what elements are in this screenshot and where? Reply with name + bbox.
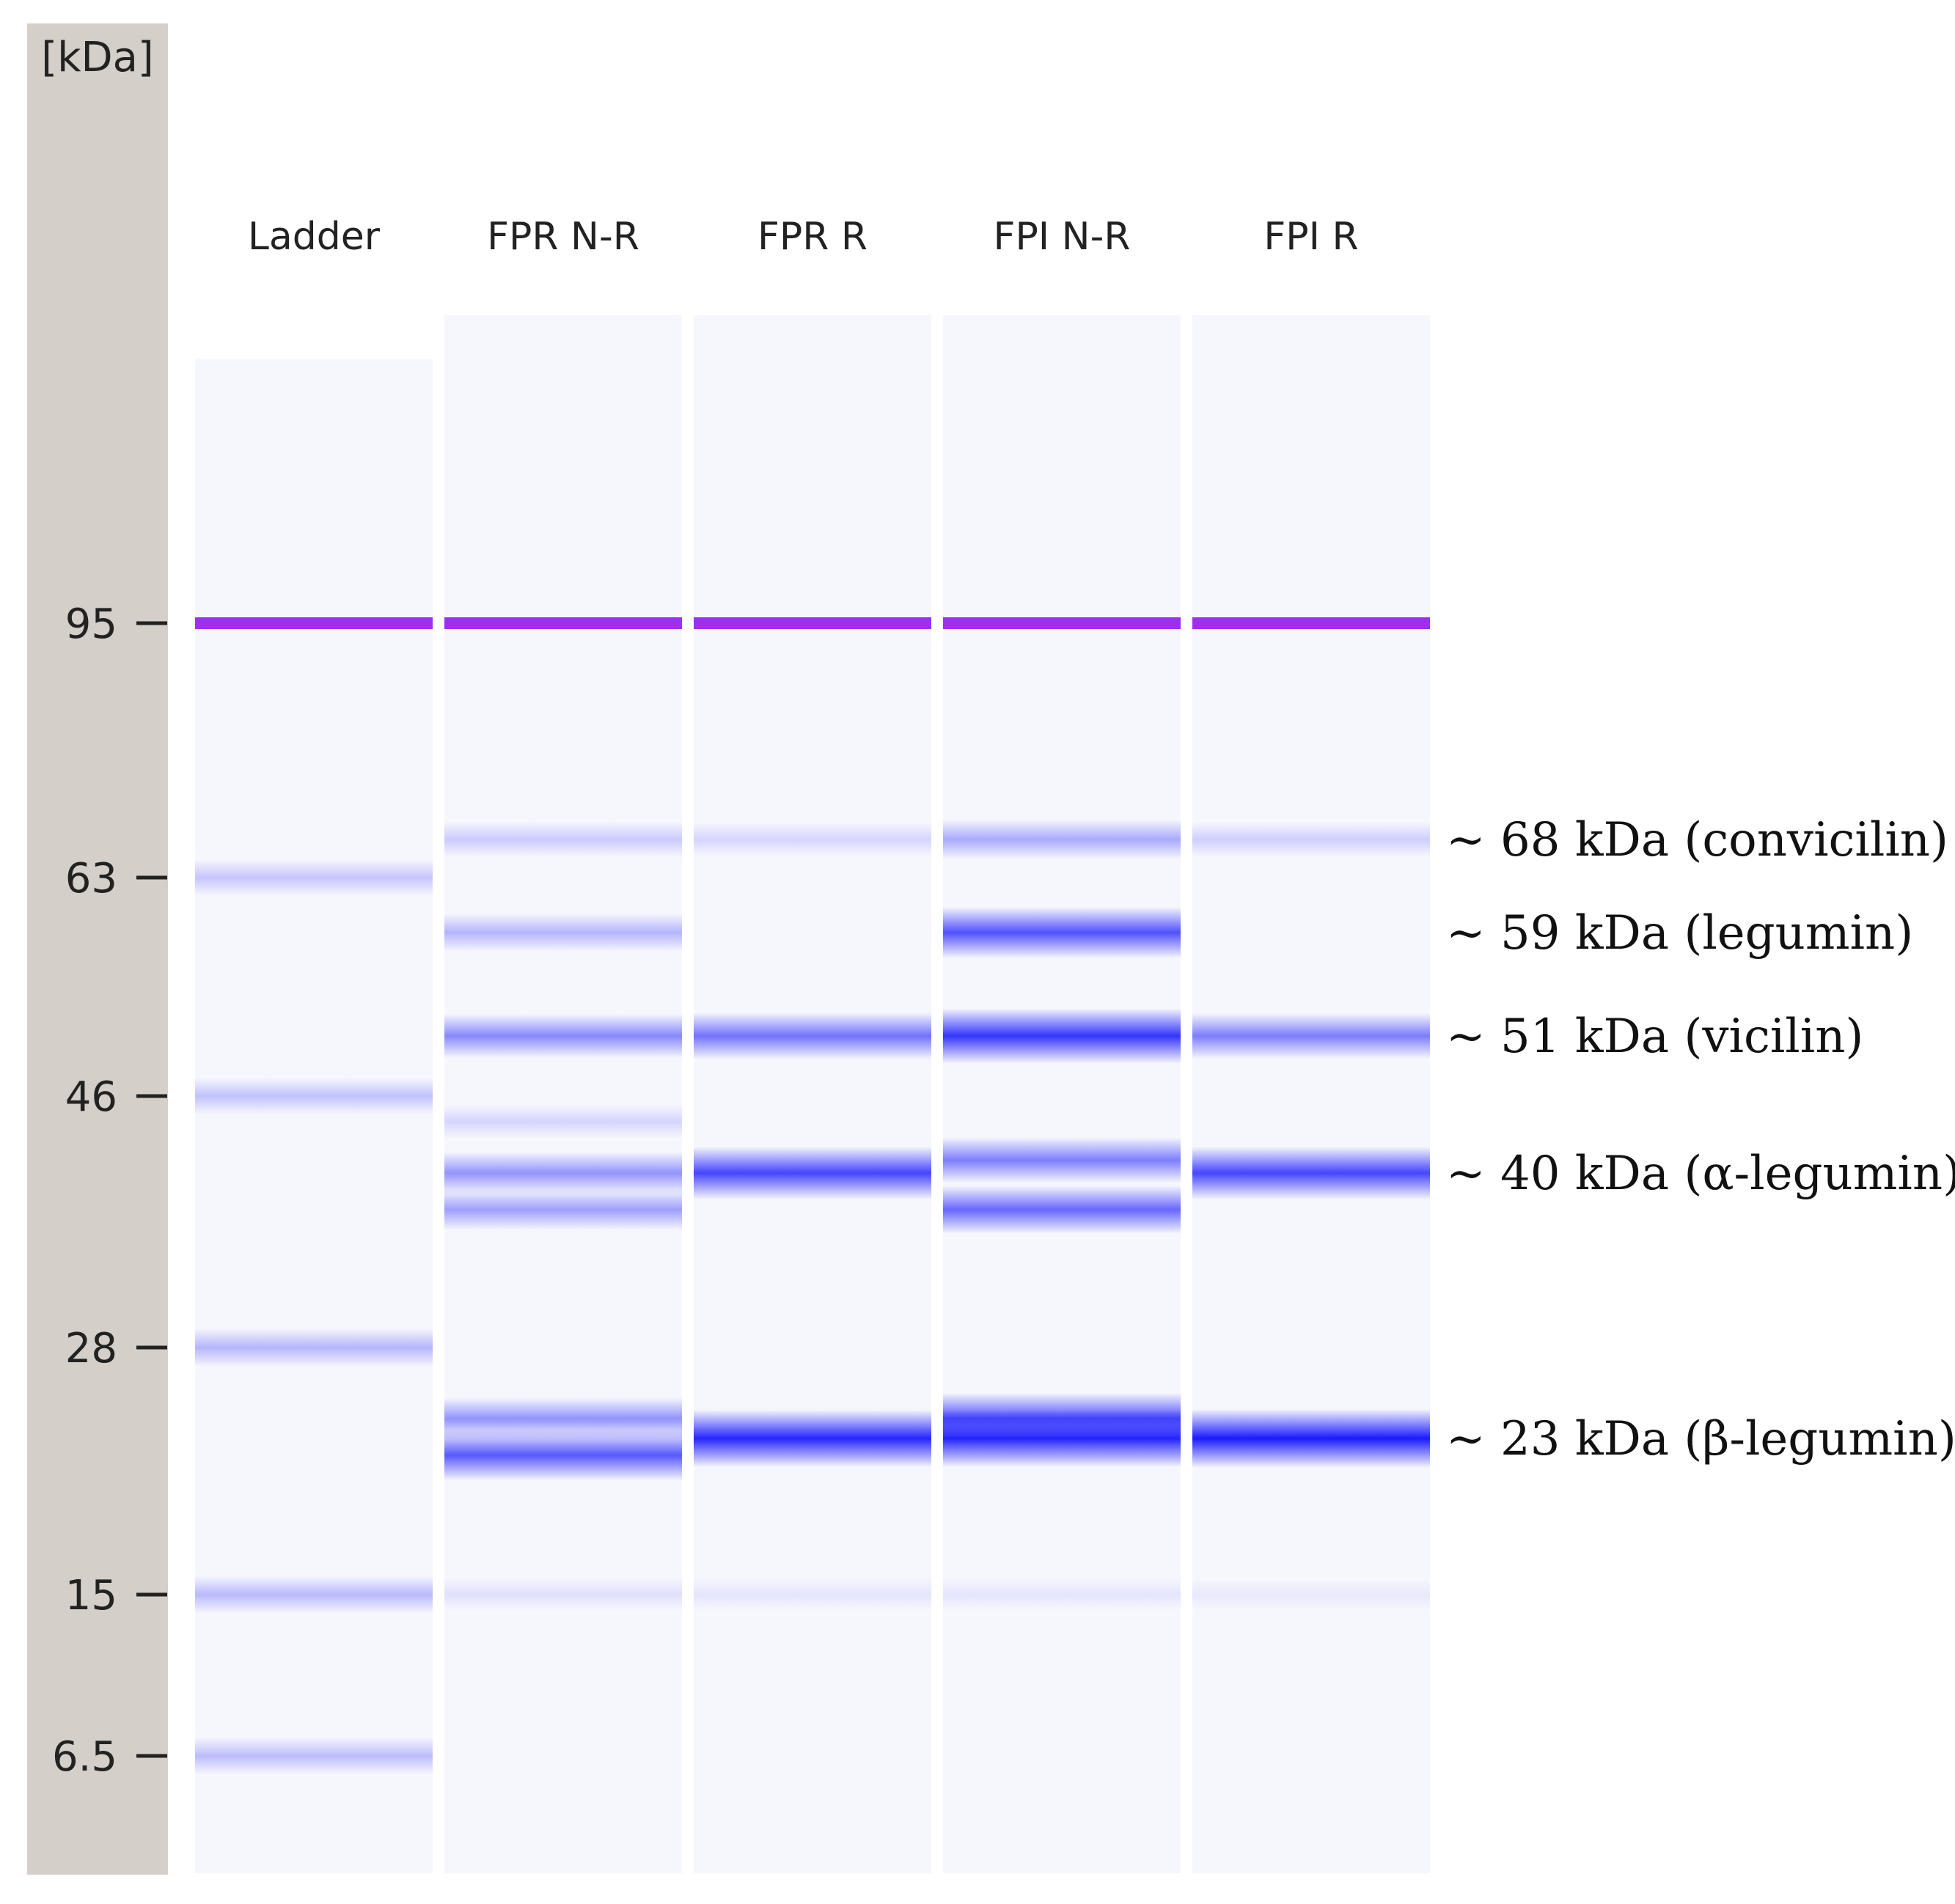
protein-band	[943, 1410, 1181, 1467]
protein-band	[1192, 1013, 1430, 1059]
protein-band	[694, 1147, 931, 1199]
lane-background	[444, 315, 682, 1873]
protein-band	[943, 820, 1181, 859]
protein-band	[1192, 1409, 1430, 1468]
lane-label: FPI N-R	[994, 215, 1131, 259]
band-annotation: ~ 68 kDa (convicilin)	[1446, 813, 1948, 867]
band-annotation: ~ 40 kDa (α-legumin)	[1446, 1147, 1955, 1201]
axis-tick-label: 15	[65, 1572, 117, 1620]
axis-unit-label: [kDa]	[41, 34, 154, 81]
gel-lane	[195, 359, 433, 1873]
protein-band	[195, 1078, 433, 1114]
axis-panel	[27, 23, 168, 1875]
protein-band	[444, 822, 682, 857]
protein-band	[943, 1186, 1181, 1234]
lane-labels: Ladder FPR N-R FPR R FPI N-R FPI R	[248, 215, 1359, 259]
band-annotation: ~ 51 kDa (vicilin)	[1446, 1010, 1863, 1064]
protein-band	[943, 1008, 1181, 1064]
protein-band	[694, 1410, 931, 1467]
axis-tick-label: 63	[65, 855, 117, 903]
gel-lanes	[195, 315, 1430, 1873]
lane-label: FPR R	[758, 215, 868, 259]
axis-tick-label: 6.5	[52, 1733, 117, 1781]
lane-label: FPR N-R	[487, 215, 639, 259]
gel-lane	[943, 315, 1181, 1873]
protein-band	[444, 1105, 682, 1139]
protein-band	[694, 823, 931, 856]
protein-band	[694, 1012, 931, 1059]
protein-band	[1192, 1147, 1430, 1199]
protein-band	[195, 859, 433, 896]
marker-band	[444, 617, 682, 629]
protein-band	[444, 1014, 682, 1058]
axis-tick-label: 46	[65, 1073, 117, 1121]
marker-band	[694, 617, 931, 629]
band-annotation: ~ 59 kDa (legumin)	[1446, 906, 1913, 960]
axis-tick-label: 28	[65, 1325, 117, 1372]
axis-tick-label: 95	[65, 600, 117, 648]
protein-band	[195, 1328, 433, 1367]
lane-background	[1192, 315, 1430, 1873]
lane-label: FPI R	[1263, 215, 1358, 259]
protein-band	[444, 1430, 682, 1481]
lane-background	[195, 359, 433, 1873]
marker-band	[195, 617, 433, 629]
gel-lane	[694, 315, 931, 1873]
band-annotation: ~ 23 kDa (β-legumin)	[1446, 1412, 1955, 1466]
lane-background	[943, 315, 1181, 1873]
protein-band	[1192, 822, 1430, 857]
protein-band	[943, 1137, 1181, 1183]
protein-band	[943, 1578, 1181, 1611]
protein-band	[694, 1578, 931, 1611]
lane-label: Ladder	[248, 215, 381, 259]
marker-band	[943, 617, 1181, 629]
protein-band	[444, 1578, 682, 1611]
gel-lane	[1192, 315, 1430, 1873]
protein-band	[195, 1576, 433, 1614]
protein-band	[943, 907, 1181, 958]
protein-band	[444, 1189, 682, 1230]
band-annotations: ~ 68 kDa (convicilin) ~ 59 kDa (legumin) ~…	[1446, 813, 1955, 1466]
gel-lane	[444, 315, 682, 1873]
axis-ticks: 95 63 46 28 15 6.5	[52, 600, 167, 1781]
protein-band	[444, 914, 682, 952]
lane-background	[694, 315, 931, 1873]
protein-band	[1192, 1578, 1430, 1611]
marker-band	[1192, 617, 1430, 629]
protein-band	[195, 1737, 433, 1775]
protein-band	[444, 1152, 682, 1194]
